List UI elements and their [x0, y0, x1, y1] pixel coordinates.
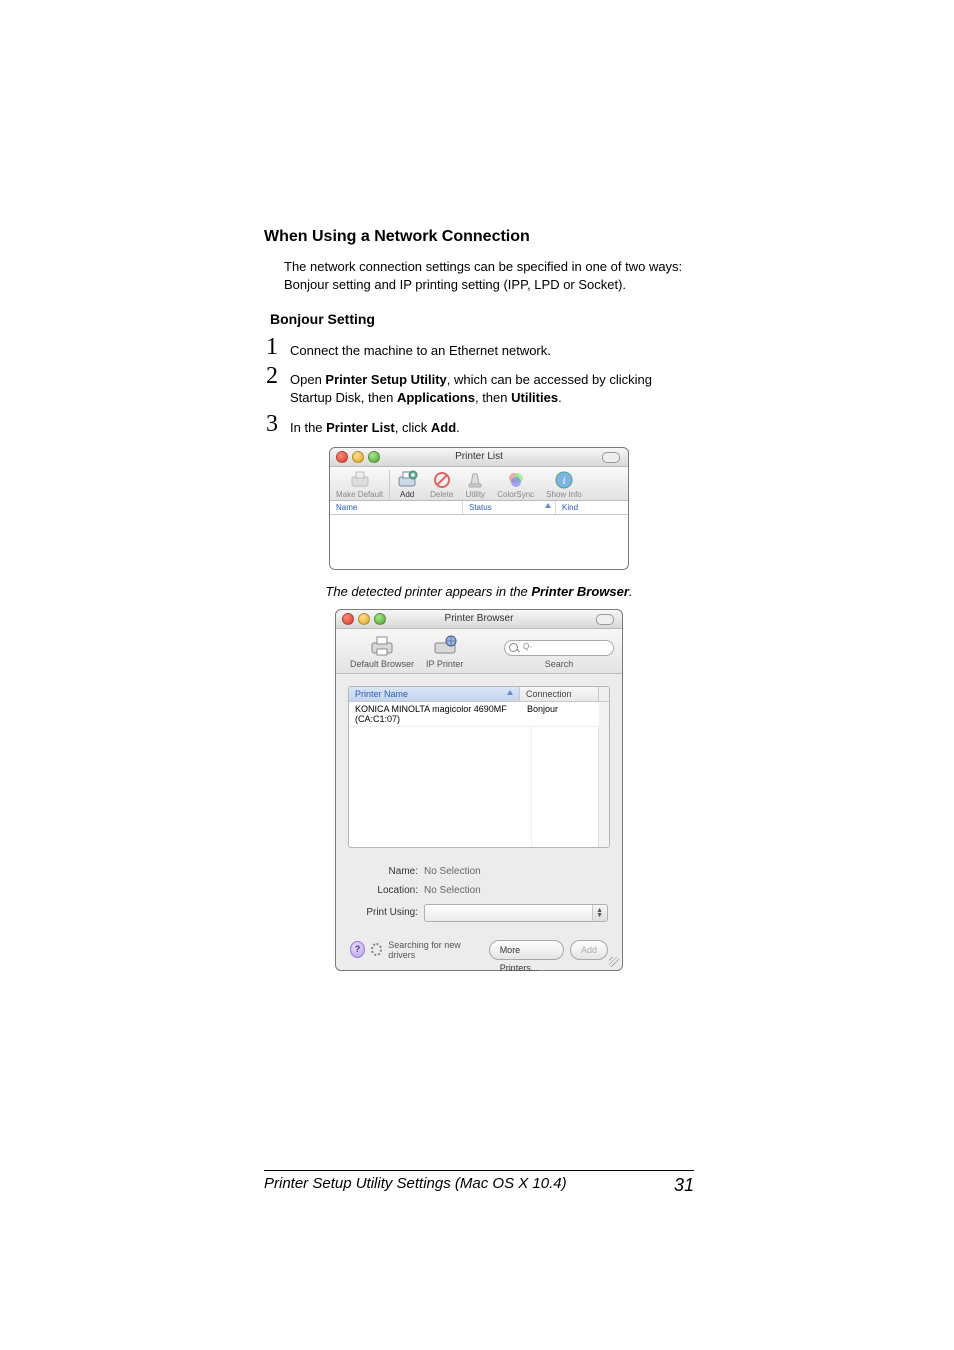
window-title: Printer List	[455, 451, 503, 462]
help-icon[interactable]: ?	[350, 941, 365, 958]
cell-connection: Bonjour	[521, 702, 599, 726]
scrollbar-header	[599, 687, 609, 701]
zoom-icon[interactable]	[368, 451, 380, 463]
minimize-icon[interactable]	[358, 613, 370, 625]
tab-default-browser[interactable]: Default Browser	[344, 635, 420, 673]
search-label: Search	[545, 659, 574, 669]
no-icon	[430, 470, 453, 490]
window-titlebar: Printer List	[330, 448, 628, 467]
field-name: Name: No Selection	[350, 862, 608, 881]
intro-paragraph: The network connection settings can be s…	[284, 258, 694, 293]
printer-list-window: Printer List Make DefaultAddDeleteUtilit…	[329, 447, 629, 570]
footer-text: Printer Setup Utility Settings (Mac OS X…	[264, 1175, 567, 1196]
close-icon[interactable]	[336, 451, 348, 463]
more-printers-button[interactable]: More Printers...	[489, 940, 564, 960]
toolbar: Make DefaultAddDeleteUtilityColorSynciSh…	[330, 467, 628, 501]
scrollbar-track[interactable]	[599, 702, 609, 726]
toolbar-colorsync[interactable]: ColorSync	[491, 470, 540, 499]
list-header: Name Status Kind	[330, 501, 628, 515]
column-kind[interactable]: Kind	[556, 501, 628, 514]
step-text: Connect the machine to an Ethernet netwo…	[290, 335, 551, 360]
print-using-combo[interactable]: ▲▼	[424, 904, 608, 922]
status-text: Searching for new drivers	[388, 940, 476, 960]
subsection-heading: Bonjour Setting	[270, 311, 694, 327]
cell-printer-name: KONICA MINOLTA magicolor 4690MF (CA:C1:0…	[349, 702, 521, 726]
add-button[interactable]: Add	[570, 940, 608, 960]
minimize-icon[interactable]	[352, 451, 364, 463]
bottom-bar: ? Searching for new drivers More Printer…	[350, 940, 608, 960]
printer-default-icon	[336, 470, 383, 490]
field-location: Location: No Selection	[350, 881, 608, 900]
search-input[interactable]: Q-	[504, 640, 614, 656]
svg-text:i: i	[562, 475, 565, 487]
info-icon: i	[546, 470, 582, 490]
page-footer: Printer Setup Utility Settings (Mac OS X…	[264, 1170, 694, 1196]
step-item: 3 In the Printer List, click Add.	[266, 412, 694, 437]
toolbar-add[interactable]: Add	[389, 470, 424, 499]
scrollbar-track[interactable]	[598, 727, 609, 847]
column-status[interactable]: Status	[463, 501, 556, 514]
field-print-using: Print Using: ▲▼	[350, 900, 608, 926]
steps-list: 1 Connect the machine to an Ethernet net…	[266, 335, 694, 437]
step-number: 2	[266, 364, 290, 388]
step-item: 2 Open Printer Setup Utility, which can …	[266, 364, 694, 407]
browser-tabs: Default Browser IP Printer Q- Search	[336, 629, 622, 674]
step-item: 1 Connect the machine to an Ethernet net…	[266, 335, 694, 360]
resize-handle-icon[interactable]	[609, 957, 619, 967]
toolbar-show-info[interactable]: iShow Info	[540, 470, 588, 499]
toolbar-utility[interactable]: Utility	[459, 470, 491, 499]
list-row[interactable]: KONICA MINOLTA magicolor 4690MF (CA:C1:0…	[349, 702, 609, 727]
column-name[interactable]: Name	[330, 501, 463, 514]
chevron-updown-icon: ▲▼	[596, 908, 603, 918]
printer-out-icon	[368, 635, 396, 657]
column-printer-name[interactable]: Printer Name	[349, 687, 520, 701]
traffic-lights[interactable]	[336, 451, 380, 463]
printer-list: Printer Name Connection KONICA MINOLTA m…	[348, 686, 610, 848]
page-number: 31	[674, 1175, 694, 1196]
caption: The detected printer appears in the Prin…	[264, 584, 694, 599]
section-heading: When Using a Network Connection	[264, 228, 694, 246]
toolbar-toggle-icon[interactable]	[602, 452, 620, 463]
zoom-icon[interactable]	[374, 613, 386, 625]
traffic-lights[interactable]	[342, 613, 386, 625]
tab-ip-printer[interactable]: IP Printer	[420, 635, 469, 673]
step-text: Open Printer Setup Utility, which can be…	[290, 364, 694, 407]
toolbar-make-default[interactable]: Make Default	[330, 470, 389, 499]
printer-add-icon	[396, 470, 418, 490]
printer-globe-icon	[431, 635, 459, 657]
window-title: Printer Browser	[445, 613, 514, 624]
spinner-icon	[371, 943, 382, 956]
colorsync-icon	[497, 470, 534, 490]
list-empty-area	[349, 727, 609, 847]
close-icon[interactable]	[342, 613, 354, 625]
list-body	[330, 515, 628, 569]
window-titlebar: Printer Browser	[336, 610, 622, 629]
step-number: 1	[266, 335, 290, 359]
step-number: 3	[266, 412, 290, 436]
toolbar-toggle-icon[interactable]	[596, 614, 614, 625]
list-header: Printer Name Connection	[349, 687, 609, 702]
toolbar-delete[interactable]: Delete	[424, 470, 459, 499]
tool-icon	[465, 470, 485, 490]
sort-arrow-icon	[545, 503, 551, 508]
printer-browser-window: Printer Browser Default Browser IP Print…	[335, 609, 623, 971]
search-area: Q- Search	[504, 640, 614, 673]
sort-arrow-icon	[507, 690, 513, 695]
column-connection[interactable]: Connection	[520, 687, 599, 701]
step-text: In the Printer List, click Add.	[290, 412, 460, 437]
